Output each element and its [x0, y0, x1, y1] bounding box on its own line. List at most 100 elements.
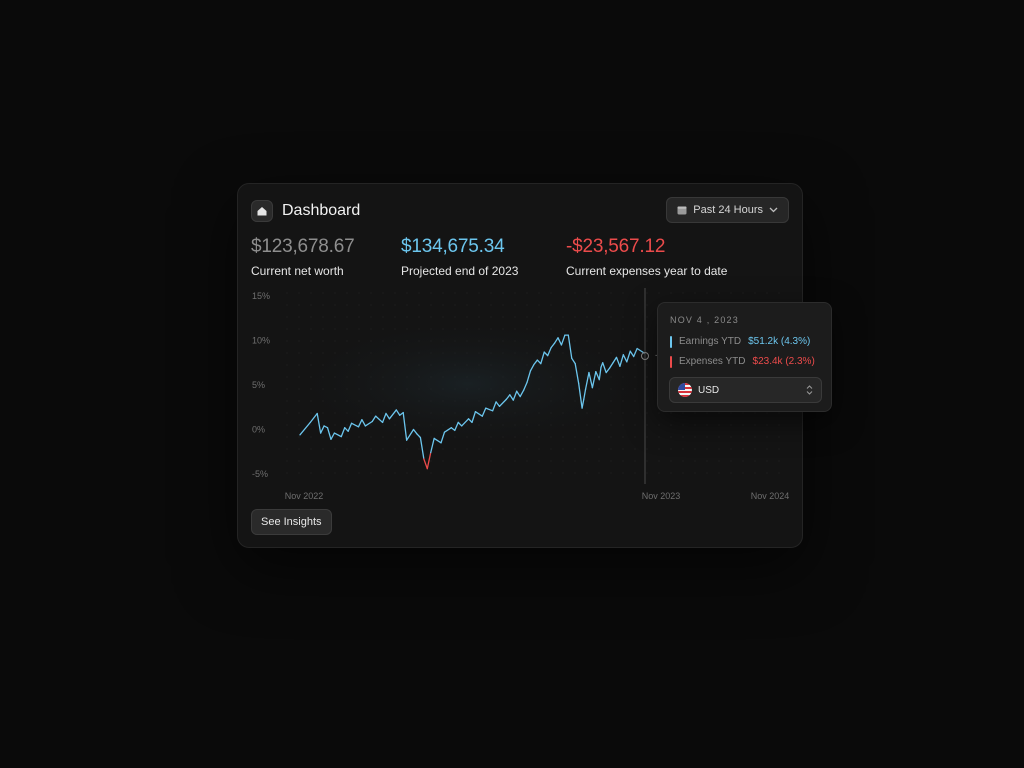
tooltip-date: NOV 4 , 2023: [670, 315, 739, 325]
series-line-segment: [547, 346, 552, 357]
series-line-segment: [450, 427, 456, 432]
series-line-segment: [553, 337, 559, 344]
series-line-segment: [423, 458, 428, 470]
series-line-segment: [498, 398, 508, 408]
series-line-segment: [388, 409, 397, 420]
series-line-segment: [457, 421, 463, 427]
series-line-segment: [602, 362, 607, 374]
series-line-segment: [605, 367, 611, 374]
see-insights-button[interactable]: See Insights: [251, 509, 332, 535]
expenses-value: $23.4k (2.3%): [752, 356, 815, 367]
series-line-segment: [430, 437, 435, 454]
series-line-segment: [395, 409, 401, 416]
series-line-segment: [636, 347, 645, 354]
series-line-segment: [319, 425, 325, 434]
stat-value: -$23,567.12: [566, 236, 666, 257]
stat-label: Current expenses year to date: [566, 264, 728, 278]
y-tick-label: 10%: [252, 336, 270, 346]
x-tick-label: Nov 2022: [285, 491, 324, 501]
chevron-down-icon: [769, 207, 778, 213]
series-line-segment: [529, 363, 535, 372]
chart-glow: [278, 314, 658, 454]
page-title: Dashboard: [282, 202, 361, 219]
y-tick-label: 15%: [252, 291, 270, 301]
series-line-segment: [584, 371, 590, 391]
series-line-segment: [495, 401, 501, 408]
series-line-segment: [574, 362, 580, 384]
x-tick-label: Nov 2024: [751, 491, 790, 501]
header: Dashboard: [251, 199, 360, 223]
calendar-icon: [677, 206, 687, 215]
series-line-segment: [347, 422, 353, 432]
series-line-segment: [385, 412, 391, 420]
series-line-segment: [467, 418, 473, 424]
home-icon: [251, 200, 273, 222]
series-line-segment: [595, 370, 600, 381]
series-line-segment: [375, 415, 384, 424]
stat-projected: $134,675.34 Projected end of 2023: [401, 236, 518, 278]
series-line-segment: [608, 362, 614, 369]
time-range-dropdown[interactable]: Past 24 Hours: [666, 197, 789, 223]
expenses-indicator: [670, 355, 672, 368]
earnings-indicator: [670, 335, 672, 348]
tooltip-earnings-row: Earnings YTD $51.2k (4.3%): [670, 335, 810, 348]
stat-value: $134,675.34: [401, 236, 505, 257]
series-line-segment: [509, 394, 514, 401]
series-line-segment: [522, 381, 528, 391]
tooltip-expenses-row: Expenses YTD $23.4k (2.3%): [670, 355, 815, 368]
series-line-segment: [454, 421, 459, 432]
series-line-segment: [361, 419, 367, 427]
series-line-segment: [330, 432, 336, 440]
series-line-segment: [381, 412, 387, 424]
earnings-value: $51.2k (4.3%): [748, 336, 811, 347]
series-line-segment: [333, 432, 342, 438]
series-line-segment: [571, 357, 576, 365]
series-line-segment: [371, 415, 377, 423]
series-line-segment: [481, 407, 487, 417]
series-line-segment: [412, 428, 418, 435]
series-line-segment: [402, 411, 408, 441]
series-line-segment: [326, 427, 332, 440]
stat-label: Current net worth: [251, 264, 344, 278]
series-line-segment: [433, 437, 442, 444]
currency-select[interactable]: USD: [669, 377, 822, 403]
series-line-segment: [612, 356, 618, 364]
series-line-segment: [519, 389, 525, 398]
series-line-segment: [619, 354, 625, 367]
series-line-segment: [633, 347, 638, 358]
series-line-segment: [491, 401, 497, 412]
y-tick-label: 0%: [252, 425, 265, 435]
series-line-segment: [405, 428, 415, 441]
series-line-segment: [588, 371, 594, 389]
series-line-segment: [440, 431, 446, 444]
x-tick-label: Nov 2023: [642, 491, 681, 501]
y-tick-label: 5%: [252, 380, 265, 390]
series-line-segment: [526, 370, 532, 383]
stat-net-worth: $123,678.67 Current net worth: [251, 236, 355, 278]
series-line-segment: [350, 422, 360, 428]
crosshair-marker[interactable]: [641, 352, 649, 360]
series-line-segment: [512, 390, 518, 401]
series-line-segment: [419, 436, 425, 460]
series-line-segment: [443, 427, 453, 433]
chevron-updown-icon: [806, 385, 813, 395]
series-line-segment: [471, 411, 477, 424]
series-line-segment: [543, 351, 549, 357]
series-line-segment: [615, 356, 621, 367]
series-line-segment: [485, 407, 494, 412]
series-line-segment: [557, 337, 563, 346]
earnings-label: Earnings YTD: [679, 336, 742, 347]
series-line-segment: [581, 398, 585, 409]
series-line-segment: [629, 350, 635, 358]
stat-label: Projected end of 2023: [401, 264, 519, 278]
stat-expenses: -$23,567.12 Current expenses year to dat…: [566, 236, 727, 278]
expenses-label: Expenses YTD: [679, 356, 746, 367]
crosshair-label: -: [655, 350, 658, 360]
series-line-segment: [461, 418, 470, 427]
series-line-segment: [550, 342, 556, 349]
series-line-segment: [583, 388, 587, 400]
series-line-segment: [309, 412, 318, 424]
series-line-segment: [416, 433, 422, 439]
series-line-segment: [626, 350, 631, 363]
series-line-segment: [622, 354, 628, 363]
